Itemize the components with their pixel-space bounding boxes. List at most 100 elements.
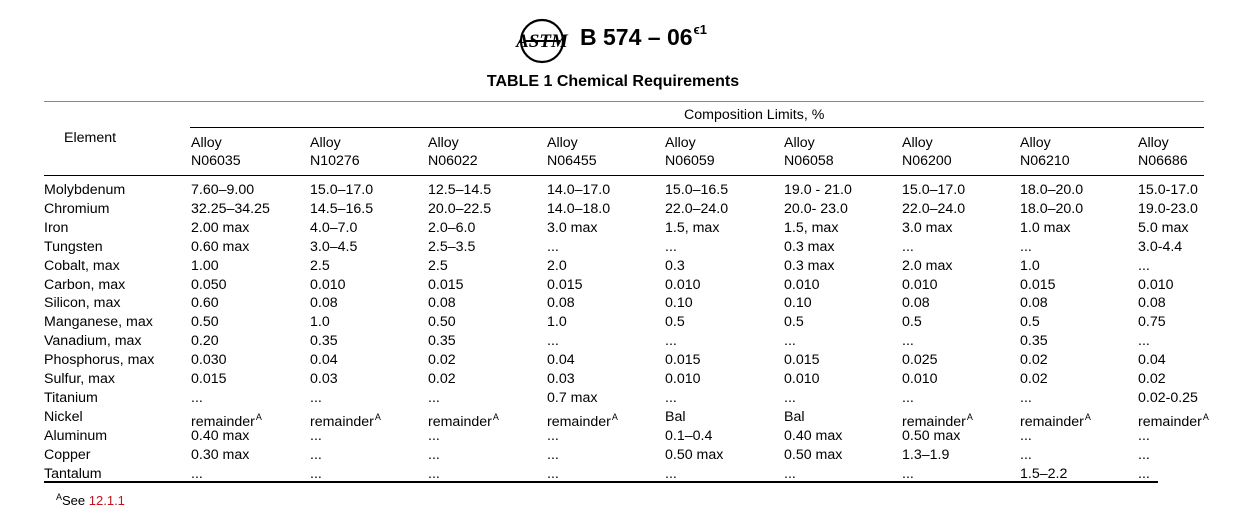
- composition-value: 0.50: [191, 314, 219, 331]
- composition-value: Bal: [784, 408, 805, 425]
- composition-value: 19.0-23.0: [1138, 200, 1198, 217]
- composition-value: remainder: [310, 413, 374, 430]
- composition-value: ...: [1020, 427, 1032, 444]
- composition-value: 0.35: [1020, 333, 1048, 350]
- composition-value: 0.015: [547, 276, 583, 293]
- composition-value: 0.20: [191, 333, 219, 350]
- composition-value-cell: ...: [1138, 258, 1150, 275]
- composition-value-cell: ...: [1138, 428, 1150, 445]
- composition-value: ...: [310, 446, 322, 463]
- composition-value-cell: 22.0–24.0: [902, 201, 965, 218]
- composition-value-cell: Bal: [784, 409, 805, 426]
- composition-value: 2.0–6.0: [428, 219, 476, 236]
- composition-value-cell: 0.35: [1020, 333, 1048, 350]
- footnote-reference-link[interactable]: 12.1.1: [88, 493, 125, 508]
- footnote-text: See: [62, 493, 89, 508]
- footnote-marker-superscript: A: [255, 411, 262, 422]
- composition-value-cell: 0.60: [191, 295, 219, 312]
- composition-value-cell: 0.20: [191, 333, 219, 350]
- composition-value-cell: ...: [1020, 390, 1032, 407]
- composition-value-cell: 20.0–22.5: [428, 201, 491, 218]
- composition-value-cell: 0.03: [310, 371, 338, 388]
- composition-value: 0.08: [428, 295, 456, 312]
- composition-value-cell: 1.0: [547, 314, 567, 331]
- composition-value-cell: 0.50 max: [902, 428, 960, 445]
- composition-value-cell: 0.1–0.4: [665, 428, 712, 445]
- composition-value-cell: remainderA: [547, 409, 618, 431]
- composition-value-cell: ...: [191, 390, 203, 407]
- composition-value-cell: 0.35: [428, 333, 456, 350]
- composition-value-cell: 1.3–1.9: [902, 447, 949, 464]
- composition-value: 2.5: [310, 257, 330, 274]
- composition-value-cell: 0.03: [547, 371, 575, 388]
- composition-value: 0.02-0.25: [1138, 389, 1198, 406]
- composition-value: ...: [310, 465, 322, 482]
- composition-value: 18.0–20.0: [1020, 182, 1084, 198]
- composition-value: 15.0-17.0: [1138, 182, 1198, 198]
- composition-value: 0.010: [1138, 276, 1174, 293]
- composition-value-cell: remainderA: [902, 409, 973, 431]
- composition-value-cell: 1.0 max: [1020, 220, 1070, 237]
- composition-value-cell: 15.0–17.0: [310, 182, 373, 199]
- composition-limits-header: Composition Limits, %: [684, 107, 825, 123]
- composition-value-cell: 0.010: [902, 371, 938, 388]
- composition-value-cell: 14.5–16.5: [310, 201, 373, 218]
- composition-value-cell: ...: [902, 390, 914, 407]
- composition-value-cell: 0.02: [1138, 371, 1166, 388]
- composition-value: 0.08: [310, 295, 338, 312]
- composition-value: ...: [1020, 238, 1032, 255]
- composition-value-cell: ...: [310, 466, 322, 483]
- composition-value-cell: 0.50 max: [665, 447, 723, 464]
- composition-value: 0.1–0.4: [665, 427, 713, 444]
- composition-value: ...: [1020, 446, 1032, 463]
- composition-value-cell: 0.015: [428, 277, 464, 294]
- composition-value: 1.0: [310, 314, 330, 331]
- composition-value: 0.015: [1020, 276, 1056, 293]
- alloy-header-label: Alloy: [191, 135, 222, 151]
- composition-value: 1.00: [191, 257, 219, 274]
- footnote-marker-superscript: A: [1202, 411, 1209, 422]
- composition-value: 1.5–2.2: [1020, 465, 1068, 482]
- alloy-header-label: Alloy: [547, 135, 578, 151]
- composition-value-cell: 0.08: [1020, 295, 1048, 312]
- composition-value: 0.04: [1138, 352, 1166, 369]
- composition-value-cell: 2.5: [310, 258, 330, 275]
- composition-value: ...: [784, 465, 796, 482]
- composition-value: 20.0–22.5: [428, 200, 492, 217]
- composition-value: 0.50: [428, 314, 456, 331]
- composition-value-cell: ...: [428, 390, 440, 407]
- composition-value-cell: 2.00 max: [191, 220, 249, 237]
- element-name-cell: Phosphorus, max: [44, 352, 155, 369]
- alloy-header-code: N06035: [191, 153, 241, 169]
- composition-value: 0.08: [547, 295, 575, 312]
- composition-value: 1.0: [1020, 257, 1040, 274]
- footnote-marker: A: [56, 492, 63, 502]
- element-name-cell: Silicon, max: [44, 295, 121, 312]
- composition-value: 3.0 max: [902, 219, 953, 236]
- element-name-cell: Aluminum: [44, 427, 108, 444]
- composition-value-cell: remainderA: [1020, 409, 1091, 431]
- composition-value: 0.08: [1020, 295, 1048, 312]
- element-name-cell: Carbon, max: [44, 276, 126, 293]
- composition-value-cell: ...: [191, 466, 203, 483]
- footnote-marker-superscript: A: [1084, 411, 1091, 422]
- composition-value-cell: ...: [1138, 466, 1150, 483]
- composition-value-cell: 0.75: [1138, 314, 1166, 331]
- composition-value-cell: 32.25–34.25: [191, 201, 270, 218]
- composition-value: ...: [428, 446, 440, 463]
- element-name-cell: Copper: [44, 446, 91, 463]
- composition-value-cell: ...: [1138, 333, 1150, 350]
- composition-value: 3.0–4.5: [310, 238, 358, 255]
- composition-value: 5.0 max: [1138, 219, 1189, 236]
- composition-value-cell: 0.5: [902, 314, 922, 331]
- composition-value: 0.35: [310, 333, 338, 350]
- composition-value: ...: [1020, 389, 1032, 406]
- composition-value-cell: 0.3 max: [784, 258, 834, 275]
- composition-value: ...: [1138, 257, 1150, 274]
- alloy-header-code: N06686: [1138, 153, 1188, 169]
- composition-value: 12.5–14.5: [428, 182, 492, 198]
- composition-value: 0.5: [1020, 314, 1040, 331]
- composition-value-cell: 0.015: [665, 352, 701, 369]
- alloy-header-label: Alloy: [902, 135, 933, 151]
- table-bottom-rule: [44, 481, 1158, 483]
